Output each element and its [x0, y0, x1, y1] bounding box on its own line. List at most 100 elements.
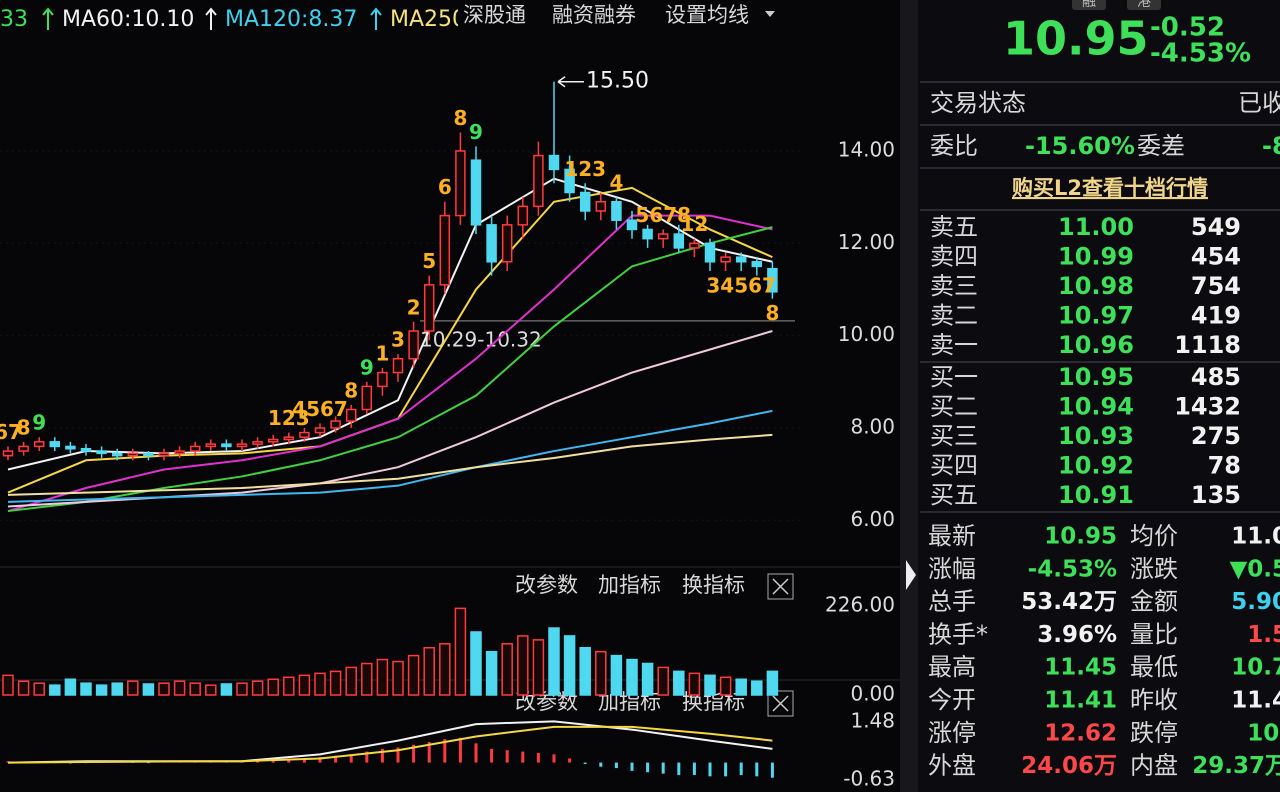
panel-button[interactable]: 加指标: [598, 573, 661, 597]
moving-average: [7, 177, 773, 471]
panel-button[interactable]: 换指标: [682, 573, 745, 597]
status-label: 交易状态: [930, 89, 1026, 117]
legend-item: MA250: [390, 7, 466, 32]
candle-body: [548, 154, 560, 171]
price-change: -0.52: [1150, 13, 1225, 43]
candle-body: [720, 256, 731, 263]
candle-body: [314, 427, 326, 434]
stat-value: 53.42万: [1021, 589, 1117, 615]
volume-bar: [407, 654, 420, 696]
y-tick-label: -0.63: [843, 766, 895, 790]
book-label: 买四: [930, 452, 978, 480]
volume-bar: [111, 682, 123, 696]
sequence-mark: 4567: [292, 397, 348, 421]
y-tick-label: 6.00: [850, 507, 895, 531]
book-price: 10.96: [1058, 331, 1134, 359]
y-tick-label: 14.00: [838, 137, 895, 161]
legend-item: MA60:10.10: [62, 7, 194, 32]
sequence-mark: 8: [453, 106, 467, 130]
volume-bar: [80, 682, 92, 696]
candle-body: [517, 205, 529, 226]
candle-body: [657, 233, 669, 240]
y-tick-label: 226.00: [825, 592, 895, 616]
volume-bar: [423, 646, 435, 696]
stat-label: 昨收: [1130, 686, 1178, 714]
sequence-mark: 9: [469, 120, 483, 144]
last-price: 10.95: [1003, 12, 1149, 66]
menu-bg: [458, 0, 788, 36]
candle-body: [65, 445, 76, 450]
candle-body: [189, 445, 201, 452]
moving-average: [7, 214, 773, 513]
badge: [1072, 0, 1106, 10]
book-volume: 454: [1191, 243, 1241, 271]
menu-item: 设置均线: [665, 3, 749, 27]
candle-body: [735, 256, 747, 263]
stat-label: 涨幅: [928, 555, 976, 583]
close-button[interactable]: [767, 573, 794, 600]
volume-bar: [595, 650, 607, 696]
volume-bar: [158, 682, 170, 696]
candle-body: [267, 438, 279, 443]
candle-body: [33, 441, 45, 448]
candle-body: [252, 441, 263, 445]
high-label: 15.50: [586, 69, 649, 94]
volume-bar: [189, 682, 201, 696]
stat-value: 3.96%: [1037, 622, 1117, 648]
stat-label: 跌停: [1130, 719, 1178, 747]
volume-bar: [236, 682, 248, 696]
stat-value: ▼0.5: [1230, 556, 1280, 582]
close-button[interactable]: [767, 690, 794, 717]
collapse-arrow[interactable]: [906, 560, 916, 590]
moving-average: [7, 409, 773, 503]
candle-body: [205, 443, 217, 448]
candle-body: [455, 150, 466, 217]
book-price: 10.94: [1058, 393, 1134, 421]
panel-button[interactable]: 改参数: [515, 573, 578, 597]
candle-body: [361, 385, 373, 411]
candle-body: [470, 159, 482, 226]
candle-body: [221, 443, 232, 448]
candle-body: [595, 200, 607, 212]
candle-body: [673, 233, 685, 249]
quote-panel: [918, 0, 1280, 792]
volume-bar: [532, 639, 545, 696]
weibi-label: 委比: [930, 132, 978, 160]
l2-link[interactable]: 购买L2查看十档行情: [1012, 176, 1208, 200]
volume-bar: [49, 684, 61, 696]
candle-body: [330, 420, 341, 429]
volume-bar: [626, 658, 638, 696]
volume-bar: [205, 684, 217, 696]
volume-bar: [704, 674, 716, 696]
stat-label: 外盘: [928, 752, 976, 780]
weidiff-label: 委差: [1137, 132, 1185, 160]
up-arrow: [205, 7, 217, 30]
candle-body: [158, 452, 170, 457]
volume-bar: [735, 678, 747, 696]
candle-body: [751, 261, 763, 268]
stat-label: 均价: [1130, 522, 1178, 550]
sequence-mark: 1: [375, 341, 389, 365]
book-volume: 78: [1208, 452, 1241, 480]
candle-body: [143, 452, 154, 457]
book-label: 卖一: [930, 331, 978, 359]
volume-bar: [454, 607, 467, 696]
candle-body: [174, 450, 185, 455]
divider: [900, 0, 918, 792]
volume-bar: [127, 680, 139, 696]
stat-label: 金额: [1130, 588, 1178, 616]
candle-body: [564, 168, 575, 194]
candle-body: [642, 228, 653, 240]
stat-value: 10.: [1247, 720, 1280, 746]
candle-body: [299, 431, 310, 438]
sequence-mark: 8: [344, 378, 358, 402]
volume-bar: [33, 682, 45, 696]
candle-body: [689, 242, 700, 249]
book-price: 10.98: [1058, 272, 1134, 300]
menu-item: 融资融券: [552, 3, 636, 27]
stat-label: 量比: [1130, 620, 1178, 648]
volume-bar: [641, 662, 654, 696]
volume-bar: [329, 670, 342, 696]
